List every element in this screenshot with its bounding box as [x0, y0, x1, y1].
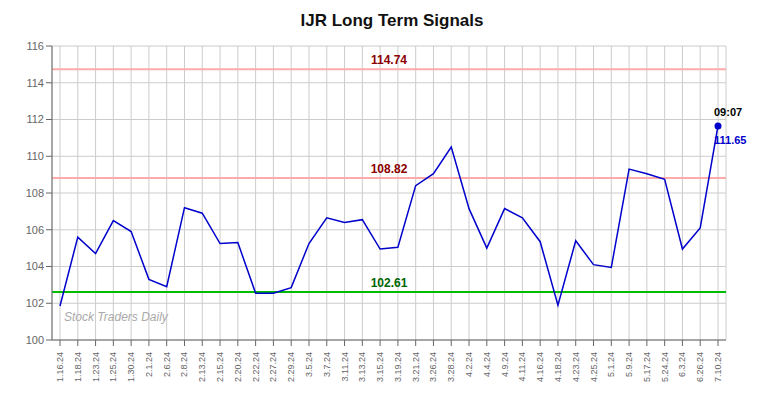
svg-text:4.25.24: 4.25.24 — [589, 352, 599, 382]
html-text:Stock Traders Daily: Stock Traders Daily — [64, 310, 168, 324]
svg-text:4.16.24: 4.16.24 — [535, 352, 545, 382]
svg-text:108.82: 108.82 — [371, 162, 408, 176]
svg-text:1.25.24: 1.25.24 — [108, 352, 118, 382]
svg-text:2.29.24: 2.29.24 — [286, 352, 296, 382]
svg-text:2.6.24: 2.6.24 — [162, 352, 172, 377]
svg-text:3.7.24: 3.7.24 — [322, 352, 332, 377]
svg-text:110: 110 — [26, 150, 44, 162]
svg-text:116: 116 — [26, 40, 44, 52]
svg-text:3.11.24: 3.11.24 — [340, 352, 350, 381]
svg-text:2.20.24: 2.20.24 — [233, 352, 243, 382]
svg-text:09:07: 09:07 — [714, 106, 742, 118]
svg-text:114.74: 114.74 — [371, 53, 407, 67]
svg-text:4.2.24: 4.2.24 — [464, 352, 474, 377]
svg-text:2.15.24: 2.15.24 — [215, 352, 225, 382]
svg-text:102.61: 102.61 — [371, 276, 408, 290]
svg-text:3.13.24: 3.13.24 — [357, 352, 367, 382]
svg-text:106: 106 — [26, 224, 44, 236]
svg-text:2.13.24: 2.13.24 — [197, 352, 207, 382]
html-text:IJR Long Term Signals: IJR Long Term Signals — [300, 11, 484, 30]
svg-text:2.1.24: 2.1.24 — [144, 352, 154, 377]
svg-text:4.18.24: 4.18.24 — [553, 352, 563, 382]
svg-text:5.24.24: 5.24.24 — [660, 352, 670, 382]
svg-text:6.26.24: 6.26.24 — [695, 352, 705, 382]
svg-text:108: 108 — [26, 187, 44, 199]
svg-text:3.21.24: 3.21.24 — [411, 352, 421, 382]
svg-text:2.27.24: 2.27.24 — [268, 352, 278, 382]
svg-text:1.16.24: 1.16.24 — [55, 352, 65, 382]
svg-text:114: 114 — [26, 77, 44, 89]
svg-text:5.17.24: 5.17.24 — [642, 352, 652, 382]
svg-text:104: 104 — [26, 260, 44, 272]
svg-text:1.23.24: 1.23.24 — [91, 352, 101, 382]
svg-text:3.19.24: 3.19.24 — [393, 352, 403, 382]
svg-text:4.11.24: 4.11.24 — [517, 352, 527, 381]
svg-text:102: 102 — [26, 297, 44, 309]
svg-text:2.22.24: 2.22.24 — [251, 352, 261, 382]
svg-text:4.4.24: 4.4.24 — [482, 352, 492, 377]
svg-text:1.18.24: 1.18.24 — [73, 352, 83, 382]
svg-text:3.28.24: 3.28.24 — [446, 352, 456, 382]
svg-text:2.8.24: 2.8.24 — [179, 352, 189, 377]
svg-text:6.3.24: 6.3.24 — [677, 352, 687, 377]
svg-text:3.15.24: 3.15.24 — [375, 352, 385, 382]
svg-text:3.26.24: 3.26.24 — [428, 352, 438, 382]
svg-text:1.30.24: 1.30.24 — [126, 352, 136, 382]
svg-text:100: 100 — [26, 334, 44, 346]
svg-text:5.1.24: 5.1.24 — [606, 352, 616, 377]
svg-text:112: 112 — [26, 113, 44, 125]
svg-text:4.9.24: 4.9.24 — [500, 352, 510, 377]
svg-text:5.9.24: 5.9.24 — [624, 352, 634, 377]
svg-text:111.65: 111.65 — [714, 134, 746, 146]
svg-text:4.23.24: 4.23.24 — [571, 352, 581, 382]
svg-text:3.5.24: 3.5.24 — [304, 352, 314, 377]
svg-text:7.10.24: 7.10.24 — [713, 352, 723, 382]
